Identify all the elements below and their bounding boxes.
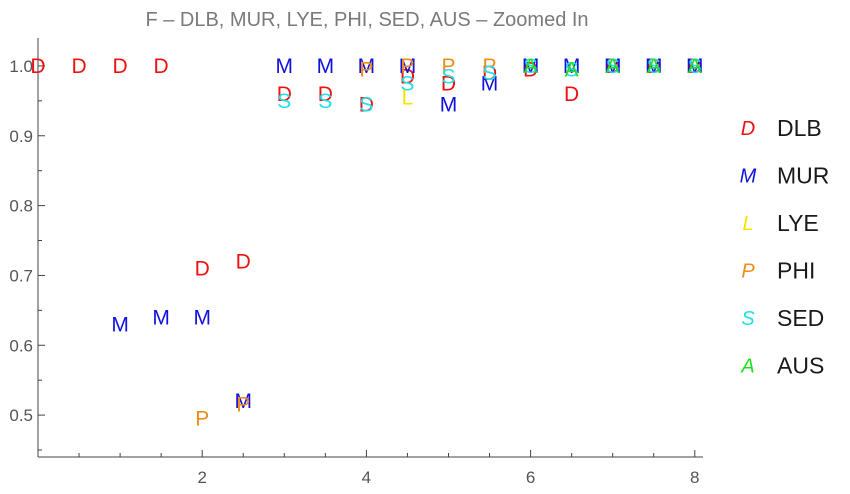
data-point: D (564, 83, 579, 106)
data-point: M (111, 313, 129, 336)
data-point: P (483, 55, 497, 78)
legend-label: DLB (777, 115, 822, 141)
legend-symbol: M (740, 166, 757, 188)
data-point: D (236, 250, 251, 273)
series-lye: L (402, 86, 414, 109)
data-point: M (645, 55, 663, 78)
data-point: A (606, 55, 620, 78)
data-point: P (359, 58, 373, 81)
series-phi: P P P P P P (195, 55, 496, 431)
data-point: D (30, 55, 45, 78)
data-point: P (441, 55, 455, 78)
legend-label: PHI (777, 258, 815, 284)
legend-symbol: A (740, 356, 754, 378)
data-point: S (441, 65, 455, 88)
data-point: S (606, 55, 620, 78)
data-point: M (276, 55, 294, 78)
data-point: M (604, 55, 622, 78)
legend-label: AUS (777, 353, 824, 379)
data-point: M (358, 55, 376, 78)
data-point: D (523, 58, 538, 81)
y-tick-label: 0.7 (9, 266, 33, 285)
data-point: L (402, 86, 414, 109)
x-tick-label: 4 (362, 468, 371, 487)
data-point: A (688, 55, 702, 78)
data-point: D (605, 55, 620, 78)
data-point: M (686, 55, 704, 78)
data-point: A (524, 55, 538, 78)
legend-label: LYE (777, 210, 819, 236)
data-point: S (277, 90, 291, 113)
data-point: P (236, 394, 250, 417)
legend-symbol: D (741, 118, 755, 140)
legend-symbol: S (741, 308, 755, 330)
data-point: S (524, 55, 538, 78)
data-point: P (195, 408, 209, 431)
data-point: D (441, 72, 456, 95)
data-point: M (317, 55, 335, 78)
data-point: M (399, 55, 417, 78)
legend-item-sed: S SED (741, 305, 824, 331)
x-tick-label: 8 (690, 468, 699, 487)
chart-title: F – DLB, MUR, LYE, PHI, SED, AUS – Zoome… (145, 9, 588, 31)
data-point: M (440, 93, 458, 116)
data-point: D (318, 83, 333, 106)
data-point: S (688, 55, 702, 78)
data-point: S (565, 58, 579, 81)
legend-item-dlb: D DLB (741, 115, 822, 141)
data-point: M (522, 55, 540, 78)
data-point: S (483, 62, 497, 85)
data-point: D (71, 55, 86, 78)
data-point: M (563, 55, 581, 78)
legend-label: SED (777, 305, 824, 331)
data-point: S (647, 55, 661, 78)
data-point: A (565, 58, 579, 81)
data-point: D (359, 93, 374, 116)
data-point: M (193, 306, 211, 329)
data-point: M (481, 72, 499, 95)
legend-symbol: L (742, 213, 753, 235)
data-point: M (234, 390, 252, 413)
axes: 2 4 6 8 0.5 0.6 0.7 0.8 0.9 1.0 (9, 38, 703, 487)
data-point: D (687, 55, 702, 78)
data-point: M (152, 306, 170, 329)
data-point: D (154, 55, 169, 78)
data-point: A (647, 55, 661, 78)
series-sed: S S S S S S S S S S S (277, 55, 702, 116)
legend-item-aus: A AUS (740, 353, 824, 379)
data-point: S (318, 90, 332, 113)
y-tick-label: 1.0 (9, 57, 33, 76)
y-tick-label: 0.6 (9, 336, 33, 355)
x-tick-label: 2 (197, 468, 206, 487)
legend-label: MUR (777, 163, 829, 189)
series-dlb: D D D D D D D D D D D D D D D D D (30, 55, 702, 281)
data-point: D (195, 257, 210, 280)
legend: D DLB M MUR L LYE P PHI S SED A AUS (740, 115, 830, 379)
legend-item-phi: P PHI (741, 258, 815, 284)
legend-symbol: P (741, 261, 755, 283)
data-point: D (482, 62, 497, 85)
data-point: D (400, 65, 415, 88)
legend-item-lye: L LYE (742, 210, 818, 236)
data-point: S (359, 93, 373, 116)
data-point: D (646, 55, 661, 78)
data-point: D (277, 83, 292, 106)
data-point: D (113, 55, 128, 78)
y-tick-label: 0.5 (9, 406, 33, 425)
legend-item-mur: M MUR (740, 163, 830, 189)
data-point: P (400, 55, 414, 78)
y-tick-label: 0.9 (9, 127, 33, 146)
y-tick-label: 0.8 (9, 197, 33, 216)
x-tick-label: 6 (526, 468, 535, 487)
data-point: S (400, 72, 414, 95)
